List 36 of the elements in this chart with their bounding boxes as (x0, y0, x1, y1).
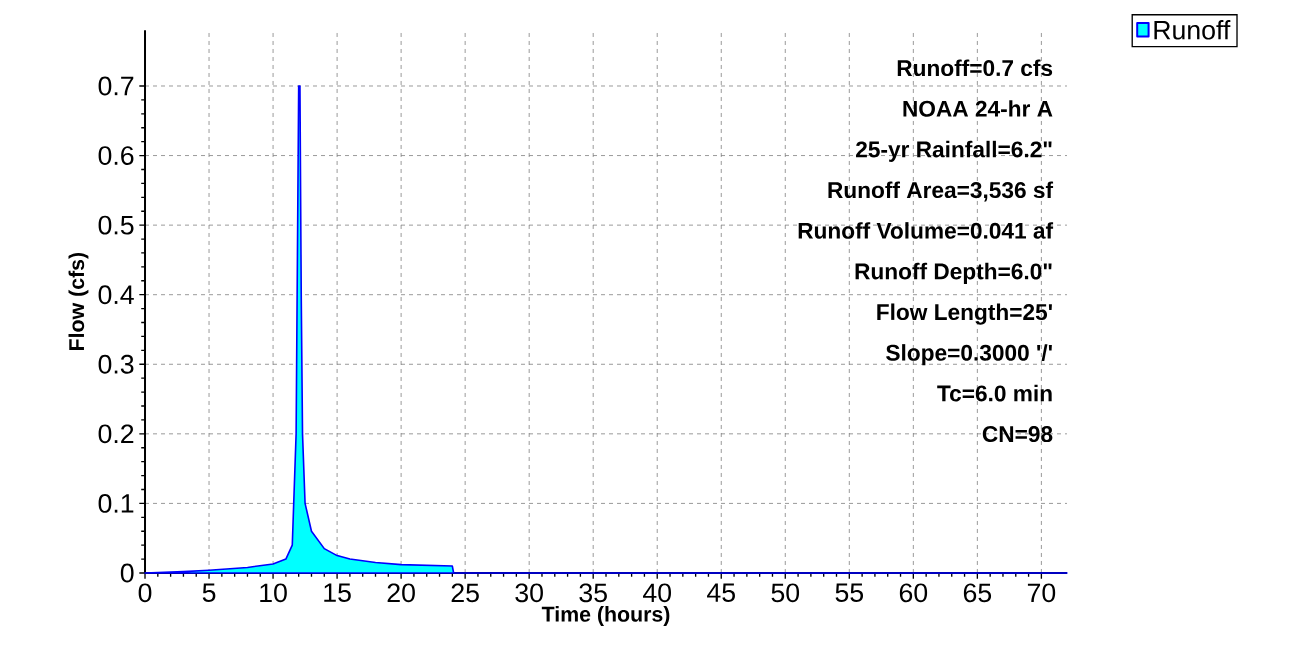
annotation: Runoff Depth=6.0" (855, 262, 1052, 284)
annotation: NOAA 24-hr A (903, 100, 1053, 117)
annotation: Runoff=0.7 cfs (897, 59, 1053, 77)
annotation: Tc=6.0 min (937, 384, 1052, 402)
x-tick-label: 20 (387, 583, 415, 603)
x-tick-label: 0 (138, 583, 152, 603)
y-tick-label: 0.4 (98, 285, 134, 305)
x-tick-label: 40 (643, 583, 671, 603)
x-tick-label: 55 (835, 583, 864, 602)
annotation: Runoff Volume=0.041 af (798, 222, 1054, 239)
y-tick-label: 0.7 (98, 76, 134, 96)
annotation: CN=98 (982, 426, 1053, 443)
annotation: 25-yr Rainfall=6.2" (856, 140, 1052, 162)
y-tick-label: 0.5 (98, 215, 134, 235)
y-tick-label: 0.2 (98, 424, 134, 444)
x-tick-label: 5 (202, 583, 216, 602)
y-tick-label: 0 (120, 563, 134, 583)
x-tick-label: 15 (324, 583, 351, 602)
x-tick-label: 10 (260, 583, 287, 603)
x-tick-label: 30 (515, 583, 543, 603)
x-tick-label: 35 (579, 583, 607, 603)
y-tick-label: 0.1 (98, 493, 134, 513)
annotation: Slope=0.3000 '/' (886, 344, 1052, 366)
x-tick-label: 45 (707, 583, 735, 602)
y-axis-title: Flow (cfs) (68, 252, 89, 351)
y-tick-label: 0.3 (98, 354, 134, 374)
annotation: Flow Length=25' (877, 303, 1052, 325)
x-tick-label: 70 (1027, 583, 1056, 603)
legend-label: Runoff (1154, 20, 1231, 40)
x-tick-label: 25 (451, 583, 479, 603)
y-tick-label: 0.6 (98, 146, 134, 165)
x-tick-label: 60 (899, 583, 928, 603)
x-tick-label: 65 (963, 583, 992, 603)
annotation: Runoff Area=3,536 sf (828, 181, 1054, 202)
x-axis-title: Time (hours) (541, 606, 670, 626)
x-tick-label: 50 (771, 583, 800, 603)
